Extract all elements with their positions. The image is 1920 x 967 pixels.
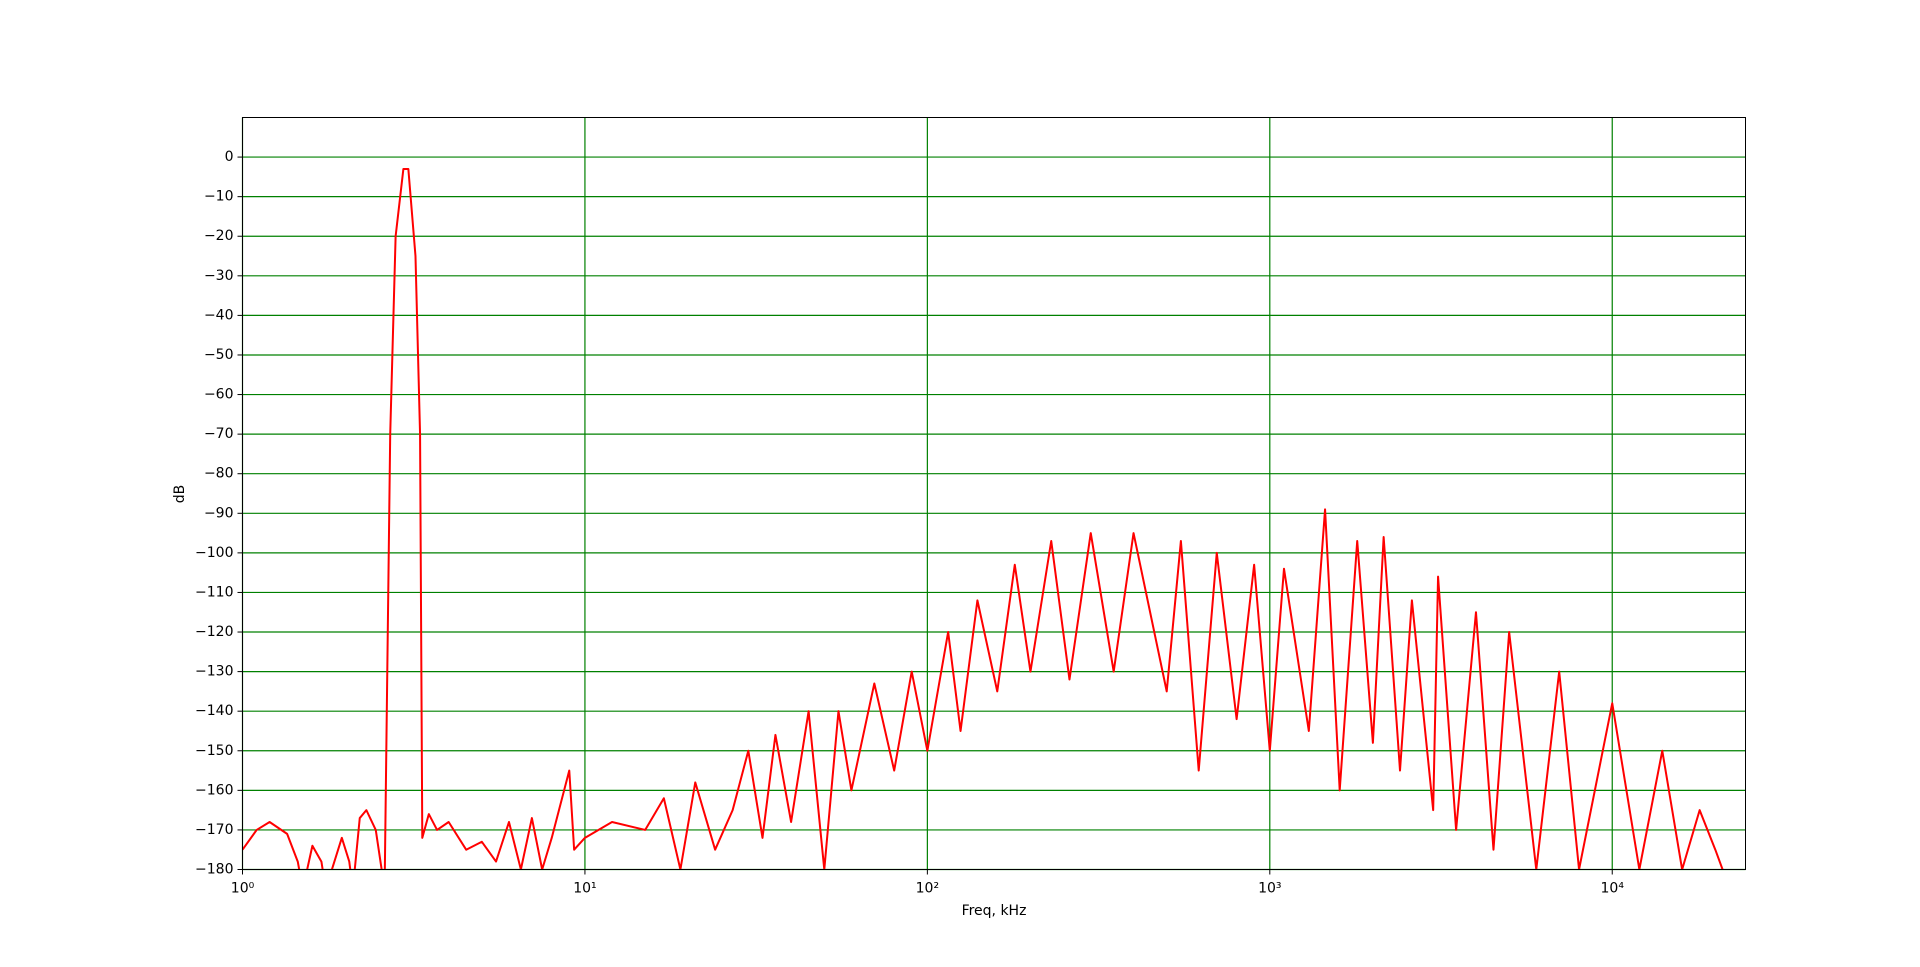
- y-tick-label: −80: [204, 466, 234, 482]
- y-tick-label: −30: [204, 268, 234, 284]
- y-tick-label: 0: [225, 149, 234, 165]
- x-tick-label: 10⁰: [231, 881, 255, 897]
- y-tick-label: −10: [204, 189, 234, 205]
- y-tick-label: −140: [195, 703, 233, 719]
- y-tick-label: −160: [195, 782, 233, 798]
- y-tick-label: −90: [204, 505, 234, 521]
- y-tick-label: −70: [204, 426, 234, 442]
- y-axis-label: dB: [172, 485, 188, 504]
- y-tick-label: −20: [204, 228, 234, 244]
- y-tick-label: −40: [204, 307, 234, 323]
- y-tick-label: −150: [195, 743, 233, 759]
- x-tick-label: 10³: [1258, 881, 1281, 897]
- y-tick-label: −170: [195, 822, 233, 838]
- x-tick-label: 10⁴: [1601, 881, 1625, 897]
- x-tick-label: 10²: [916, 881, 939, 897]
- y-tick-label: −180: [195, 862, 233, 878]
- y-tick-label: −110: [195, 584, 233, 600]
- y-tick-label: −130: [195, 664, 233, 680]
- y-tick-label: −120: [195, 624, 233, 640]
- plot-frame: [242, 117, 1746, 870]
- x-tick-label: 10¹: [573, 881, 596, 897]
- data-line: [242, 167, 1724, 870]
- x-axis-label: Freq, kHz: [962, 903, 1027, 919]
- y-tick-label: −50: [204, 347, 234, 363]
- y-tick-label: −60: [204, 387, 234, 403]
- y-tick-label: −100: [195, 545, 233, 561]
